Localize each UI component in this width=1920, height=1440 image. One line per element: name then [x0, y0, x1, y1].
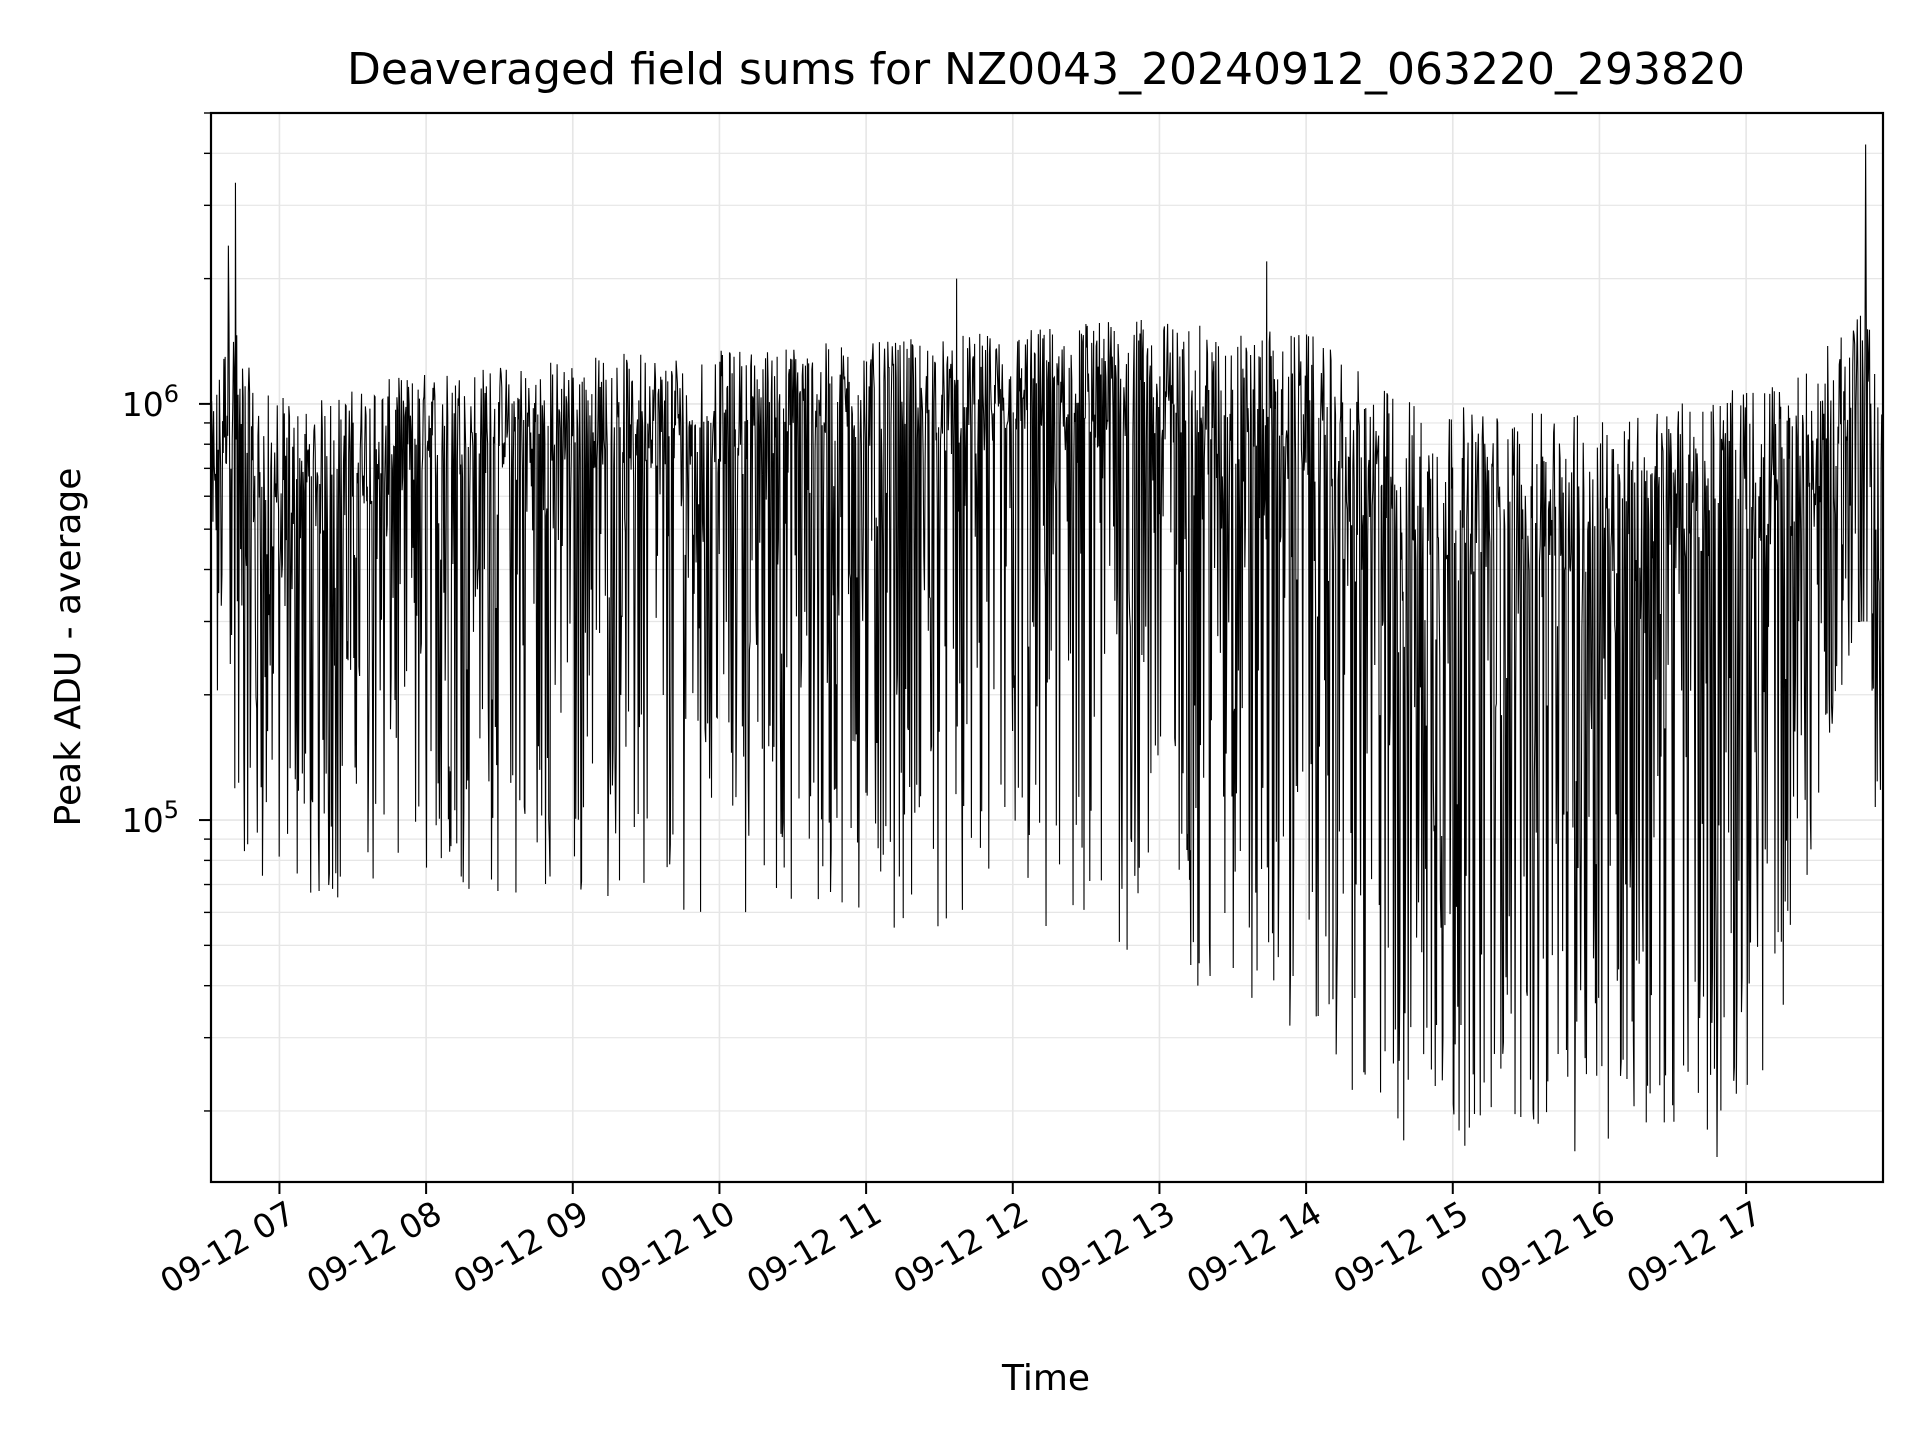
- y-axis: 105 106: [122, 112, 211, 1112]
- series-line: [211, 144, 1883, 1158]
- x-axis-label: Time: [1001, 1358, 1090, 1399]
- y-tick-label: 105: [122, 796, 179, 840]
- y-axis-label: Peak ADU - average: [48, 468, 89, 827]
- plot-frame: [209, 111, 1885, 1184]
- y-tick-label: 106: [122, 380, 179, 424]
- chart-title: Deaveraged field sums for NZ0043_2024091…: [347, 44, 1745, 95]
